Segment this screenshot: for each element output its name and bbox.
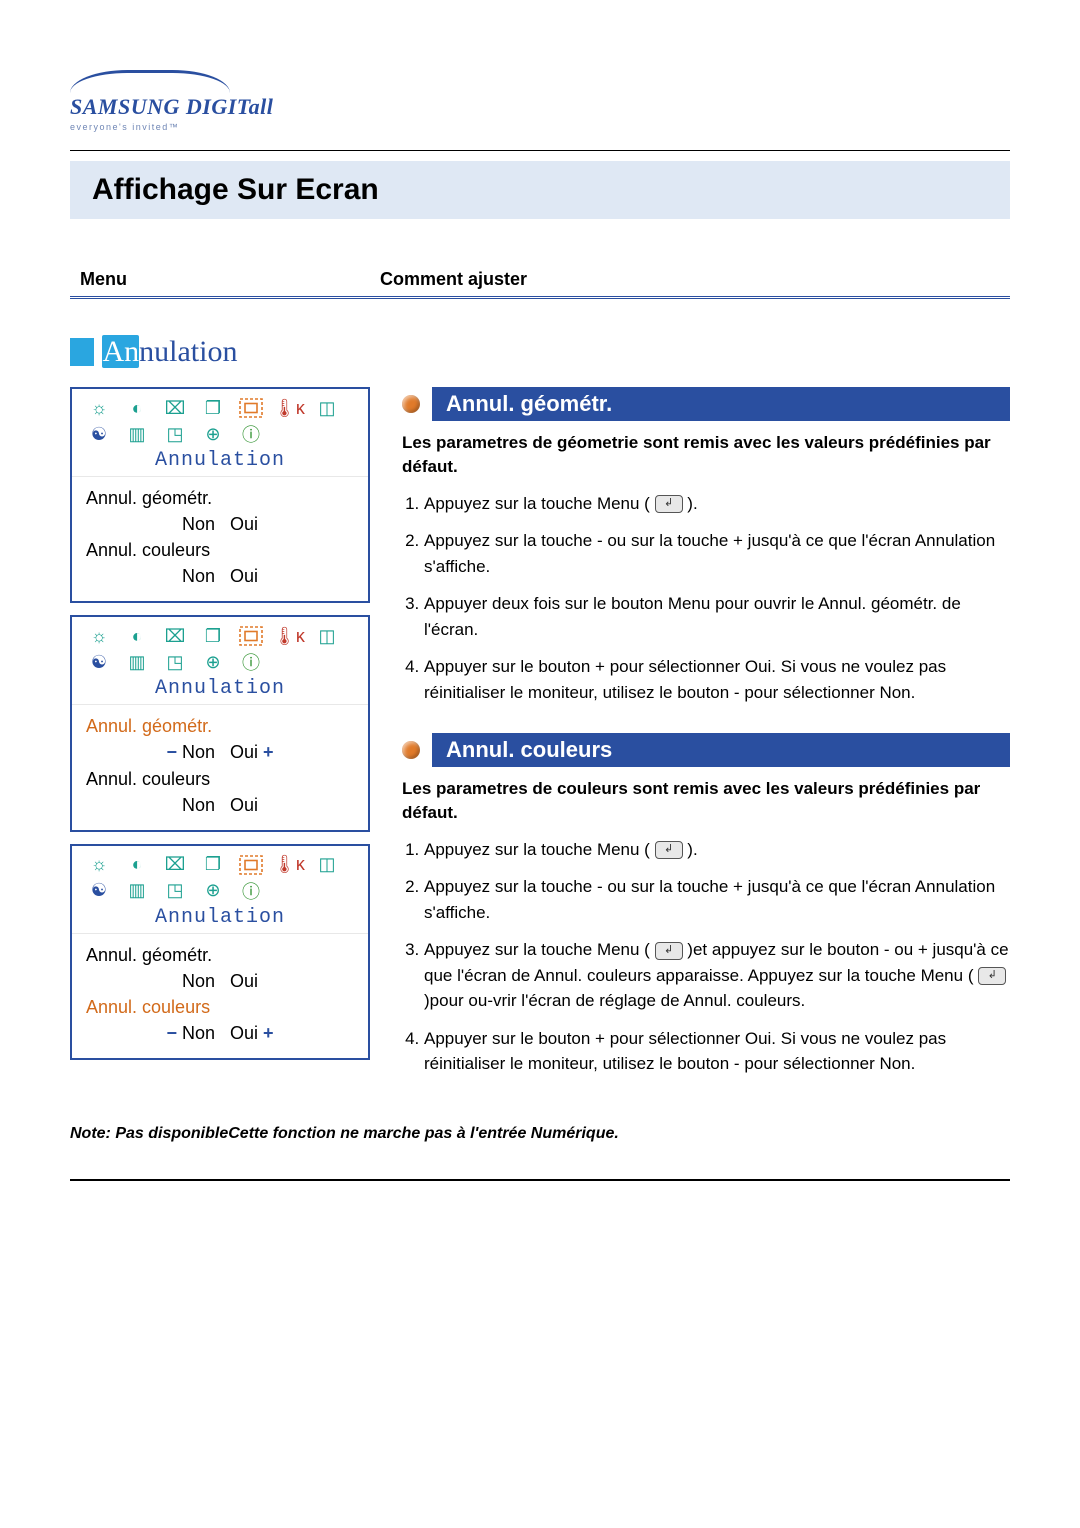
osd-title: Annulation [72, 677, 368, 705]
position-icon: ⌧ [156, 395, 194, 421]
brand-logo: SAMSUNG DIGITall everyone's invited™ [70, 70, 1010, 132]
clock-icon: ⊕ [194, 649, 232, 675]
geometry-icon: ◫ [308, 623, 346, 649]
contrast-icon: ◐ [118, 623, 156, 649]
menu-column: ☼◐⌧❐🌡ᴋ◫☯▥◳⊕ⓘ Annulation Annul. géométr. … [70, 387, 370, 1105]
temperature-icon: 🌡ᴋ [270, 852, 308, 878]
col-menu-label: Menu [80, 269, 380, 290]
step-item: Appuyez sur la touche Menu ( ↲ )et appuy… [424, 937, 1010, 1014]
osd-panel-1: ☼◐⌧❐🌡ᴋ◫☯▥◳⊕ⓘ Annulation Annul. géométr. … [70, 387, 370, 603]
instructions-column: Annul. géométr. Les parametres de géomet… [402, 387, 1010, 1105]
brightness-icon: ☼ [80, 852, 118, 878]
size-icon: ❐ [194, 852, 232, 878]
menu-button-icon: ↲ [655, 841, 683, 859]
step-item: Appuyez sur la touche Menu ( ↲ ). [424, 837, 1010, 863]
pip-icon: ◳ [156, 421, 194, 447]
osd-panel-2: ☼◐⌧❐🌡ᴋ◫☯▥◳⊕ⓘ Annulation Annul. géométr. … [70, 615, 370, 831]
position-icon: ⌧ [156, 623, 194, 649]
reset-icon [232, 852, 270, 878]
temperature-icon: 🌡ᴋ [270, 623, 308, 649]
osd-icon-row: ☼◐⌧❐ 🌡ᴋ◫ ☯▥◳⊕ⓘ [72, 617, 368, 677]
colors-desc: Les parametres de couleurs sont remis av… [402, 777, 1010, 825]
osd-icon-row: ☼◐⌧❐ 🌡ᴋ◫ ☯▥◳⊕ⓘ [72, 846, 368, 906]
geom-steps: Appuyez sur la touche Menu ( ↲ ). Appuyez… [402, 491, 1010, 706]
geometry-icon: ◫ [308, 395, 346, 421]
osd1-item-geom: Annul. géométr. [86, 485, 354, 511]
brand-tagline: everyone's invited™ [70, 122, 1010, 132]
header-rule [70, 150, 1010, 151]
osd-title: Annulation [72, 906, 368, 934]
reset-icon [232, 623, 270, 649]
colors-heading: Annul. couleurs [402, 733, 1010, 767]
reset-icon [232, 395, 270, 421]
osd-icon-row: ☼◐⌧❐ 🌡ᴋ◫ ☯▥◳⊕ⓘ [72, 389, 368, 449]
info-icon: ⓘ [232, 421, 270, 447]
step-item: Appuyer deux fois sur le bouton Menu pou… [424, 591, 1010, 642]
section-title: Annulation [102, 335, 237, 368]
geom-title: Annul. géométr. [432, 387, 1010, 421]
brand-name: SAMSUNG DIGITall [70, 94, 1010, 120]
step-item: Appuyer sur le bouton + pour sélectionne… [424, 1026, 1010, 1077]
language-icon: ▥ [118, 649, 156, 675]
osd3-item-geom: Annul. géométr. [86, 942, 354, 968]
page-title: Affichage Sur Ecran [92, 173, 988, 207]
osd-title: Annulation [72, 449, 368, 477]
step-item: Appuyer sur le bouton + pour sélectionne… [424, 654, 1010, 705]
clock-icon: ⊕ [194, 878, 232, 904]
footnote: Note: Pas disponibleCette fonction ne ma… [70, 1125, 1010, 1143]
page-title-bar: Affichage Sur Ecran [70, 161, 1010, 219]
bullet-icon [402, 741, 420, 759]
osd2-item-colors: Annul. couleurs [86, 766, 354, 792]
language-icon: ▥ [118, 421, 156, 447]
osd2-item-geom: Annul. géométr. [86, 713, 354, 739]
pip-icon: ◳ [156, 878, 194, 904]
info-icon: ⓘ [232, 649, 270, 675]
geom-desc: Les parametres de géometrie sont remis a… [402, 431, 1010, 479]
colors-title: Annul. couleurs [432, 733, 1010, 767]
size-icon: ❐ [194, 623, 232, 649]
contrast-icon: ◐ [118, 395, 156, 421]
menu-button-icon: ↲ [655, 942, 683, 960]
contrast-icon: ◐ [118, 852, 156, 878]
color-icon: ☯ [80, 421, 118, 447]
info-icon: ⓘ [232, 878, 270, 904]
brightness-icon: ☼ [80, 395, 118, 421]
size-icon: ❐ [194, 395, 232, 421]
osd-panel-3: ☼◐⌧❐🌡ᴋ◫☯▥◳⊕ⓘ Annulation Annul. géométr. … [70, 844, 370, 1060]
section-marker [70, 338, 94, 366]
section-heading: Annulation [70, 335, 1010, 369]
geometry-icon: ◫ [308, 852, 346, 878]
footer-rule [70, 1179, 1010, 1181]
step-item: Appuyez sur la touche - ou sur la touche… [424, 528, 1010, 579]
col-how-label: Comment ajuster [380, 269, 1000, 290]
osd1-item-colors: Annul. couleurs [86, 537, 354, 563]
clock-icon: ⊕ [194, 421, 232, 447]
language-icon: ▥ [118, 878, 156, 904]
step-item: Appuyez sur la touche Menu ( ↲ ). [424, 491, 1010, 517]
osd3-item-colors: Annul. couleurs [86, 994, 354, 1020]
bullet-icon [402, 395, 420, 413]
geom-heading: Annul. géométr. [402, 387, 1010, 421]
position-icon: ⌧ [156, 852, 194, 878]
pip-icon: ◳ [156, 649, 194, 675]
columns-header: Menu Comment ajuster [70, 269, 1010, 299]
colors-steps: Appuyez sur la touche Menu ( ↲ ). Appuyez… [402, 837, 1010, 1077]
color-icon: ☯ [80, 878, 118, 904]
color-icon: ☯ [80, 649, 118, 675]
menu-button-icon: ↲ [978, 967, 1006, 985]
temperature-icon: 🌡ᴋ [270, 395, 308, 421]
brightness-icon: ☼ [80, 623, 118, 649]
menu-button-icon: ↲ [655, 495, 683, 513]
step-item: Appuyez sur la touche - ou sur la touche… [424, 874, 1010, 925]
